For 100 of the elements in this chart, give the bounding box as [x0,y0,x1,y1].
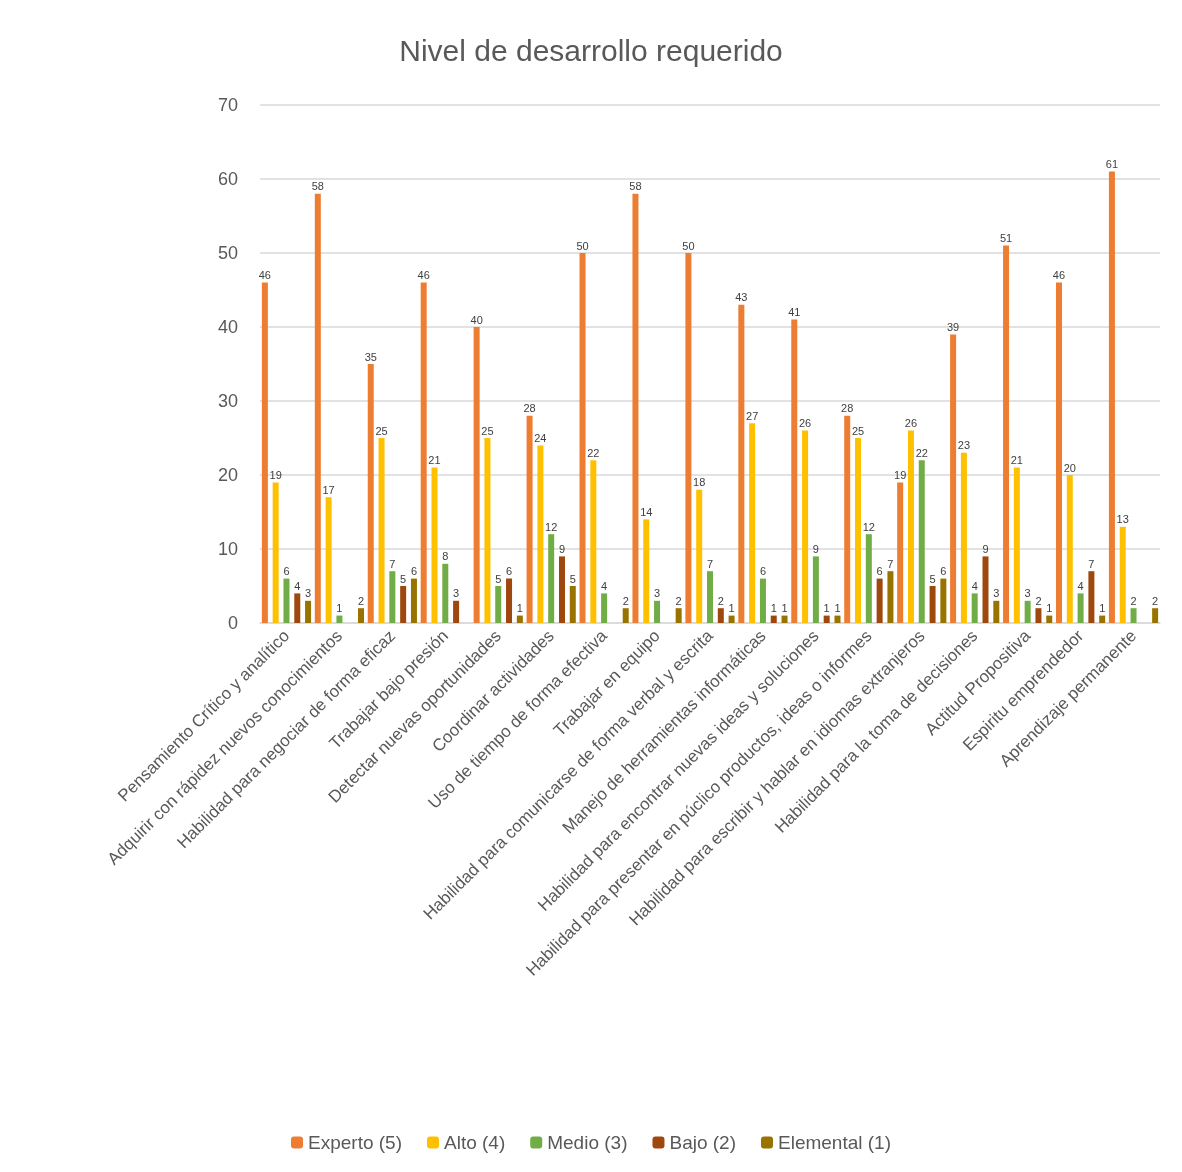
data-label: 39 [946,320,960,333]
data-label: 41 [788,306,801,319]
y-tick-label: 50 [217,243,238,263]
data-label: 21 [428,454,441,467]
data-label: 28 [841,402,854,415]
data-label: 4 [971,579,978,592]
data-label: 1 [1099,602,1106,615]
data-label: 12 [862,520,875,533]
data-label: 4 [1077,579,1084,592]
data-label: 22 [915,446,928,459]
data-label: 3 [1024,587,1031,600]
bar [579,253,586,623]
data-label: 6 [410,565,418,578]
bar [865,534,872,623]
bar [876,578,883,623]
bar [558,556,565,623]
bar [261,282,268,623]
data-label: 5 [400,572,407,585]
data-label: 14 [640,505,653,518]
data-label: 46 [1052,269,1066,282]
y-tick-label: 60 [217,169,238,189]
bar [1024,600,1031,623]
bar [473,327,480,623]
bar [770,615,777,623]
bar [526,415,533,623]
data-label: 1 [823,602,830,615]
y-tick-label: 70 [217,95,238,115]
bar [506,578,513,623]
data-label: 9 [812,542,819,555]
bar [453,600,460,623]
bar [378,438,385,623]
bar [569,586,576,623]
bar [495,586,502,623]
data-label: 8 [442,550,449,563]
legend-label: Medio (3) [547,1132,628,1153]
bar [1077,593,1084,623]
data-label: 25 [481,424,494,437]
bar [420,282,427,623]
data-label: 6 [759,565,766,578]
bar [294,593,301,623]
y-tick-label: 30 [217,391,238,411]
y-tick-label: 20 [217,465,238,485]
bar [929,586,936,623]
bar [1152,608,1159,623]
data-label: 43 [735,291,748,304]
bar [834,615,841,623]
bar [516,615,523,623]
data-label: 3 [305,587,312,600]
data-label: 23 [957,439,971,452]
data-label: 20 [1063,461,1076,474]
data-label: 4 [294,579,301,592]
bar [759,578,766,623]
y-tick-label: 40 [217,317,238,337]
bar [685,253,692,623]
data-label: 5 [929,572,936,585]
bar [696,489,703,623]
data-label: 22 [587,446,600,459]
bar [1003,245,1010,623]
bar [590,460,597,623]
data-label: 7 [389,557,396,570]
data-label: 12 [545,520,558,533]
data-label: 5 [569,572,576,585]
data-label: 6 [283,565,290,578]
data-label: 3 [453,587,460,600]
data-label: 24 [534,431,547,444]
bar [622,608,629,623]
bar [1099,615,1106,623]
data-label: 7 [1088,557,1095,570]
data-label: 13 [1116,513,1129,526]
bar [431,467,438,623]
bar [1055,282,1062,623]
data-label: 61 [1105,158,1119,171]
data-label: 7 [706,557,714,570]
y-tick-label: 0 [227,613,238,633]
bar [410,578,417,623]
data-label: 1 [516,602,523,615]
data-label: 19 [894,468,907,481]
data-label: 6 [876,565,883,578]
data-label: 6 [505,565,513,578]
data-label: 2 [622,594,629,607]
bar [960,452,967,623]
data-label: 1 [336,602,343,615]
data-label: 2 [717,594,724,607]
bar [537,445,544,623]
data-label: 21 [1010,454,1023,467]
data-label: 40 [470,313,483,326]
data-label: 50 [682,239,695,252]
data-label: 9 [982,542,989,555]
data-label: 2 [1152,594,1159,607]
bar [1035,608,1042,623]
bar [855,438,862,623]
data-label: 50 [576,239,589,252]
data-label: 5 [495,572,502,585]
bar [971,593,978,623]
data-label: 1 [728,602,735,615]
bar [823,615,830,623]
bar [548,534,555,623]
legend-label: Bajo (2) [669,1132,737,1153]
legend-label: Elemental (1) [778,1132,891,1153]
bar [1119,526,1126,623]
